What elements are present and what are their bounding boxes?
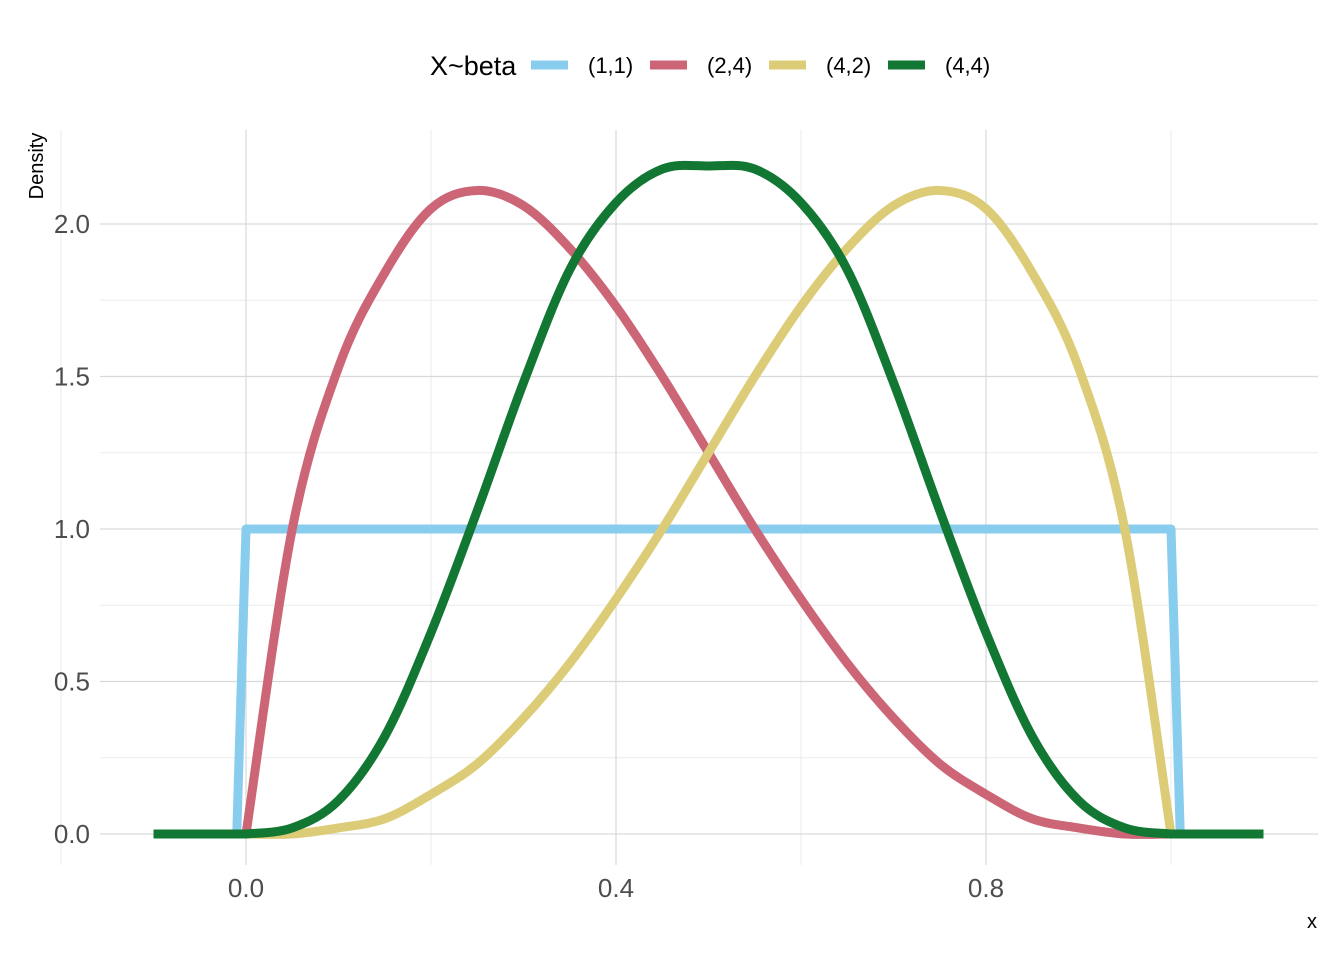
legend-title: X~beta (430, 51, 517, 81)
legend-label-4: (4,4) (945, 53, 990, 78)
x-axis-title: x (1307, 911, 1317, 933)
legend-label-2: (2,4) (707, 53, 752, 78)
legend-label-1: (1,1) (588, 53, 633, 78)
series-lines (153, 160, 1264, 839)
series-line-4 (153, 160, 1264, 839)
y-axis-ticks: 0.0 0.5 1.0 1.5 2.0 (54, 209, 90, 849)
y-tick-label: 1.5 (54, 362, 90, 392)
x-axis-ticks: 0.0 0.4 0.8 (228, 873, 1004, 903)
series-line-3 (153, 185, 1264, 839)
y-tick-label: 0.5 (54, 667, 90, 697)
gridlines (60, 130, 1318, 865)
x-tick-label: 0.0 (228, 873, 264, 903)
legend-label-3: (4,2) (826, 53, 871, 78)
y-tick-label: 0.0 (54, 819, 90, 849)
x-tick-label: 0.4 (598, 873, 634, 903)
y-tick-label: 2.0 (54, 209, 90, 239)
y-axis-title: Density (26, 133, 48, 200)
series-line-1 (153, 524, 1264, 839)
y-tick-label: 1.0 (54, 514, 90, 544)
series-line-2 (153, 185, 1264, 839)
x-tick-label: 0.8 (968, 873, 1004, 903)
legend: X~beta (1,1) (2,4) (4,2) (4,4) (430, 51, 990, 81)
